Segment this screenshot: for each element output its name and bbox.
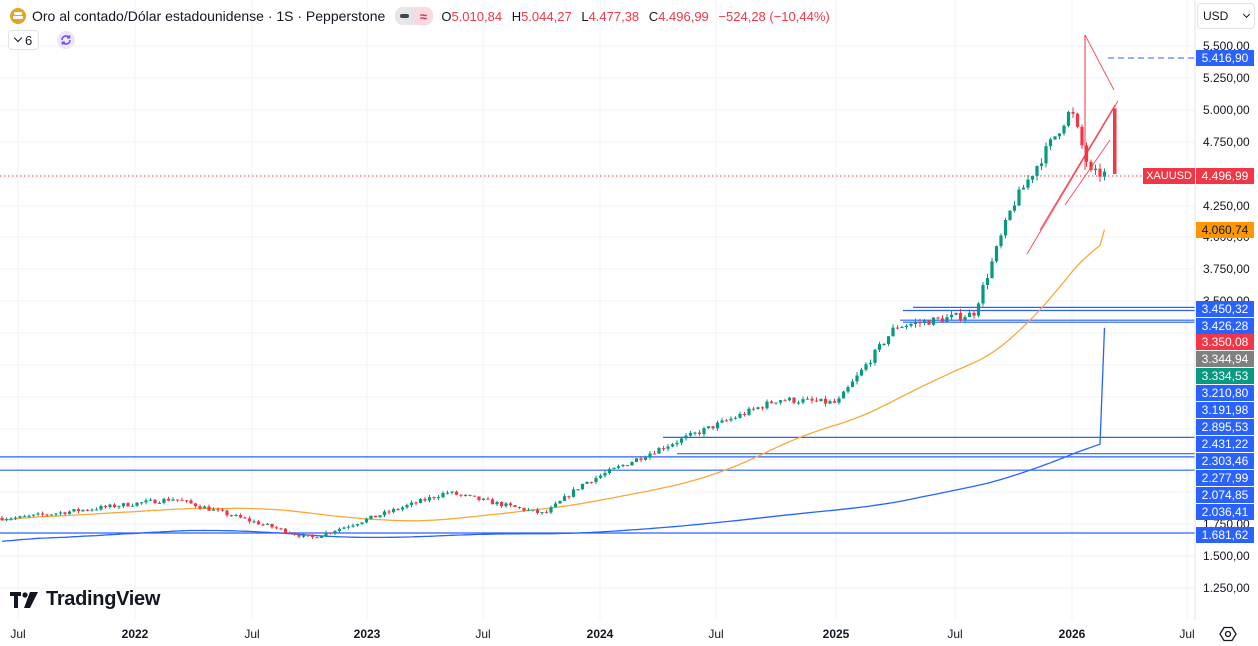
moving-average-lines (1, 229, 1106, 543)
indicators-count: 6 (25, 32, 33, 48)
close-value: 4.496,99 (658, 8, 709, 24)
price-tag[interactable]: 4.060,74 (1196, 222, 1254, 238)
price-tag[interactable]: 1.681,62 (1196, 527, 1254, 543)
chevron-down-icon (13, 33, 23, 43)
settings-button[interactable] (1219, 625, 1237, 643)
price-tick-label: 1.250,00 (1203, 581, 1250, 595)
price-tag[interactable]: 4.496,99 (1196, 168, 1254, 184)
time-tick-label: Jul (475, 627, 491, 641)
time-tick-label: 2025 (822, 627, 850, 641)
refresh-button[interactable] (57, 31, 76, 49)
price-tag[interactable]: 3.191,98 (1196, 402, 1254, 418)
symbol-title[interactable]: Oro al contado/Dólar estadounidense · 1S… (32, 8, 386, 24)
horizontal-levels[interactable] (0, 57, 1195, 534)
gold-bars-icon (10, 8, 26, 24)
price-tag[interactable]: 3.210,80 (1196, 385, 1254, 401)
chart-style-toggle[interactable]: ≈ (395, 7, 434, 25)
currency-select[interactable]: USD (1197, 3, 1255, 29)
time-tick-label: 2024 (586, 627, 614, 641)
price-tick-label: 5.500,00 (1203, 39, 1250, 53)
hide-icon[interactable] (395, 7, 414, 25)
chart-grid (0, 0, 1195, 620)
time-tick-label: Jul (10, 627, 26, 641)
time-tick-label: 2026 (1058, 627, 1086, 641)
price-tag[interactable]: 3.450,32 (1196, 301, 1254, 317)
chart-legend: Oro al contado/Dólar estadounidense · 1S… (10, 6, 830, 26)
time-tick-label: Jul (947, 627, 963, 641)
logo-text: TradingView (46, 588, 161, 610)
price-tag[interactable]: 3.426,28 (1196, 318, 1254, 334)
price-tick-label: 3.750,00 (1203, 262, 1250, 276)
price-tag[interactable]: 2.303,46 (1196, 453, 1254, 469)
price-tag[interactable]: 5.416,90 (1196, 50, 1254, 66)
price-tag[interactable]: 2.036,41 (1196, 504, 1254, 520)
price-tag[interactable]: 2.895,53 (1196, 419, 1254, 435)
time-tick-label: Jul (1179, 627, 1195, 641)
change-value: −524,28 (−10,44%) (718, 8, 830, 24)
chevron-down-icon (1242, 10, 1251, 18)
currency-value: USD (1203, 9, 1229, 23)
gear-icon (1219, 626, 1237, 642)
price-tag[interactable]: 3.350,08 (1196, 334, 1254, 350)
tradingview-logo-icon (10, 591, 38, 608)
indicators-collapse-button[interactable]: 6 (8, 30, 40, 50)
time-tick-label: 2023 (353, 627, 381, 641)
tradingview-logo[interactable]: TradingView (10, 588, 160, 611)
time-tick-label: Jul (708, 627, 724, 641)
price-tag[interactable]: 2.431,22 (1196, 436, 1254, 452)
approx-icon[interactable]: ≈ (413, 7, 434, 25)
price-tick-label: 5.250,00 (1203, 71, 1250, 85)
price-tick-label: 4.750,00 (1203, 135, 1250, 149)
ohlc-values: O5.010,84 H5.044,27 L4.477,38 C4.496,99 … (441, 8, 830, 24)
open-value: 5.010,84 (451, 8, 503, 24)
candlesticks (0, 35, 1117, 539)
trendline-drawings[interactable] (1026, 34, 1119, 255)
price-tick-label: 5.000,00 (1203, 103, 1250, 117)
time-tick-label: Jul (244, 627, 260, 641)
refresh-icon (61, 35, 72, 45)
price-tag[interactable]: 2.277,99 (1196, 470, 1254, 486)
indicators-row: 6 (8, 30, 76, 50)
price-tag[interactable]: 3.334,53 (1196, 368, 1254, 384)
low-value: 4.477,38 (588, 8, 640, 24)
price-tag[interactable]: 2.074,85 (1196, 487, 1254, 503)
symbol-tag: XAUUSD (1143, 168, 1195, 184)
high-value: 5.044,27 (521, 8, 572, 24)
price-tag[interactable]: 3.344,94 (1196, 351, 1254, 367)
price-tick-label: 4.250,00 (1203, 199, 1250, 213)
time-tick-label: 2022 (121, 627, 149, 641)
price-tick-label: 1.500,00 (1203, 549, 1250, 563)
